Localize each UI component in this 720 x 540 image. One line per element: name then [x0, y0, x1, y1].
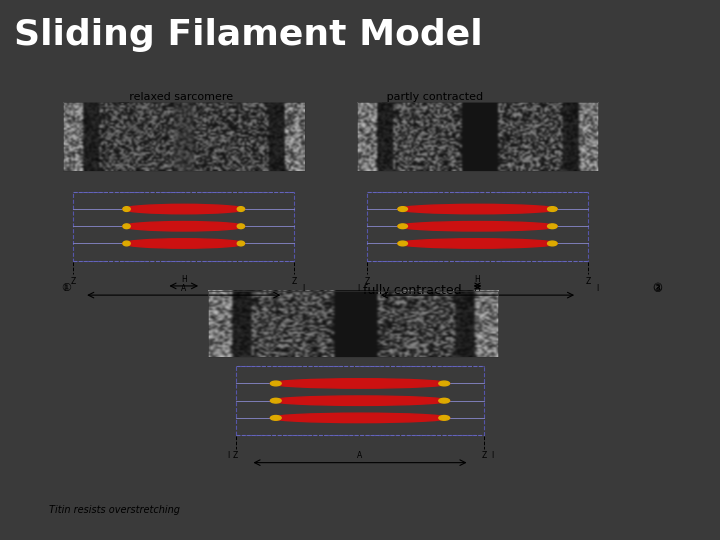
Text: I: I	[596, 284, 598, 293]
Ellipse shape	[271, 413, 449, 423]
Text: I: I	[227, 451, 229, 460]
Text: ③: ③	[652, 284, 662, 294]
Text: Z: Z	[233, 451, 238, 460]
Bar	[208, 291, 498, 357]
Ellipse shape	[271, 396, 449, 406]
Ellipse shape	[398, 241, 408, 246]
Bar	[63, 102, 305, 171]
Ellipse shape	[438, 399, 449, 403]
Ellipse shape	[123, 241, 130, 246]
Text: ②: ②	[652, 283, 662, 293]
Ellipse shape	[438, 381, 449, 386]
Text: _partly contracted: _partly contracted	[381, 91, 483, 102]
Ellipse shape	[548, 224, 557, 228]
Ellipse shape	[123, 239, 245, 248]
Text: A: A	[357, 451, 363, 460]
Ellipse shape	[123, 207, 130, 212]
Ellipse shape	[398, 224, 408, 228]
Text: Z: Z	[292, 276, 297, 286]
Ellipse shape	[271, 379, 449, 388]
Text: H: H	[181, 275, 186, 284]
Ellipse shape	[238, 241, 245, 246]
Text: fully contracted: fully contracted	[364, 284, 462, 296]
Ellipse shape	[123, 224, 130, 228]
Ellipse shape	[398, 239, 557, 248]
Ellipse shape	[271, 399, 282, 403]
Text: Z: Z	[364, 276, 369, 286]
Text: Z: Z	[585, 276, 590, 286]
Text: Z: Z	[71, 276, 76, 286]
Ellipse shape	[238, 207, 245, 212]
Ellipse shape	[398, 204, 557, 214]
Ellipse shape	[271, 415, 282, 420]
Text: H: H	[474, 275, 480, 284]
Ellipse shape	[438, 415, 449, 420]
Bar	[356, 102, 598, 171]
Ellipse shape	[398, 207, 408, 212]
Ellipse shape	[548, 207, 557, 212]
Ellipse shape	[548, 241, 557, 246]
Ellipse shape	[271, 381, 282, 386]
Ellipse shape	[123, 204, 245, 214]
Text: __relaxed sarcomere: __relaxed sarcomere	[118, 91, 233, 102]
Text: I: I	[491, 451, 493, 460]
Text: I: I	[357, 284, 359, 293]
Text: A: A	[475, 284, 480, 293]
Text: Sliding Filament Model: Sliding Filament Model	[14, 18, 483, 52]
Text: I: I	[302, 284, 305, 293]
Text: A: A	[181, 284, 186, 293]
Ellipse shape	[238, 224, 245, 228]
Ellipse shape	[123, 221, 245, 231]
Text: Z: Z	[482, 451, 487, 460]
Text: ①: ①	[61, 283, 71, 293]
Text: I: I	[63, 284, 66, 293]
Text: Titin resists overstretching: Titin resists overstretching	[49, 505, 180, 515]
Ellipse shape	[398, 221, 557, 231]
